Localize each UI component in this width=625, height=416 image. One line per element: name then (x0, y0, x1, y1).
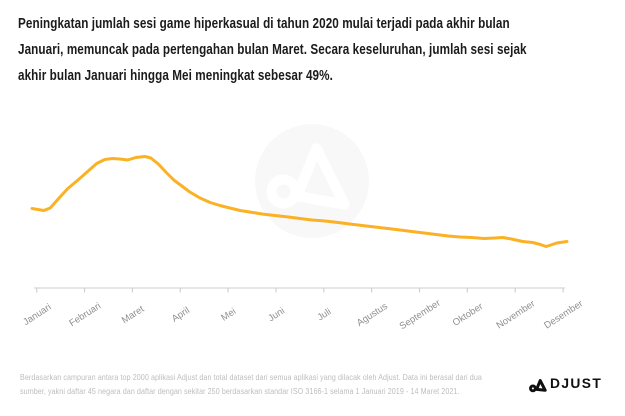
watermark-circle (255, 124, 369, 238)
adjust-logo-text: DJUST (550, 376, 603, 391)
x-axis-label-oktober: Oktober (451, 301, 485, 329)
x-axis-label-november: November (494, 298, 537, 331)
x-axis-label-mei: Mei (219, 306, 238, 324)
adjust-logo: DJUST (529, 375, 602, 393)
x-axis-label-februari: Februari (67, 301, 103, 329)
headline-line-1: Peningkatan jumlah sesi game hiperkasual… (18, 15, 510, 32)
headline-line-2: Januari, memuncak pada pertengahan bulan… (18, 41, 527, 58)
x-axis-label-juli: Juli (315, 306, 333, 323)
adjust-a-watermark-icon (291, 143, 350, 210)
x-axis-label-september: September (398, 298, 443, 333)
headline-line-3: akhir bulan Januari hingga Mei meningkat… (18, 67, 333, 84)
source-note-line-2: sumber, yakni daftar 45 negara dan dafta… (20, 385, 460, 396)
adjust-a-icon (529, 378, 547, 392)
x-axis-label-januari: Januari (21, 302, 53, 328)
adjust-a-watermark-loop (266, 174, 301, 209)
headline: Peningkatan jumlah sesi game hiperkasual… (18, 11, 611, 89)
trend-line (30, 155, 569, 248)
x-axis-label-april: April (170, 305, 192, 325)
source-note-line-1: Berdasarkan campuran antara top 2000 apl… (20, 372, 482, 382)
x-axis-label-juni: Juni (266, 306, 287, 325)
x-axis-label-maret: Maret (120, 303, 147, 326)
source-note: Berdasarkan campuran antara top 2000 apl… (20, 371, 545, 398)
x-axis-label-desember: Desember (542, 298, 585, 331)
x-axis-label-agustus: Agustus (355, 301, 390, 329)
